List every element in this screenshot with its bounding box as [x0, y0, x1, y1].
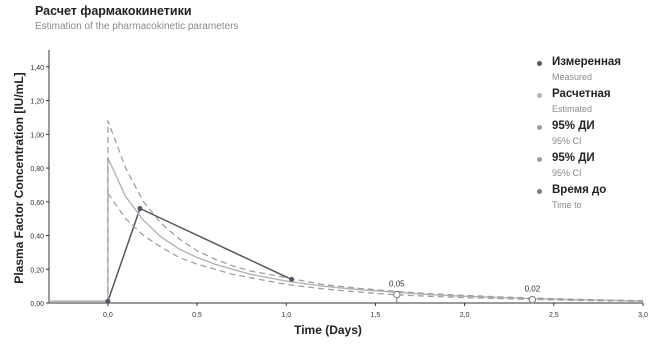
- y-tick-label: 0,80: [30, 166, 44, 173]
- x-tick-label: 2,0: [460, 312, 470, 319]
- x-tick-label: 2,5: [549, 312, 559, 319]
- x-tick-label: 3,0: [638, 312, 648, 319]
- legend-sublabel: Estimated: [552, 104, 593, 114]
- legend-item-estimated[interactable]: Расчетная Estimated: [537, 88, 649, 120]
- legend-item-ci-upper[interactable]: 95% ДИ 95% CI: [537, 120, 649, 152]
- x-tick-label: 0,0: [103, 312, 113, 319]
- y-tick-label: 0,20: [30, 267, 44, 274]
- legend-marker-estimated: [537, 93, 542, 98]
- measured-point: [137, 206, 143, 212]
- x-tick-label: 1,0: [281, 312, 291, 319]
- legend-label: Время до: [552, 184, 607, 196]
- time-to-point: [528, 295, 537, 304]
- legend-item-time-to[interactable]: Время до Time to: [537, 184, 649, 216]
- legend-sublabel: Measured: [552, 72, 593, 82]
- legend-label: 95% ДИ: [552, 152, 595, 164]
- legend-label: 95% ДИ: [552, 120, 595, 132]
- series-measured: [49, 207, 292, 303]
- legend-sublabel: 95% CI: [552, 168, 582, 178]
- legend-label: Измеренная: [552, 56, 622, 68]
- measured-point: [289, 276, 295, 282]
- legend-item-ci-lower[interactable]: 95% ДИ 95% CI: [537, 152, 649, 184]
- plot-area: 0,00 0,20 0,40 0,60 0,80 1,00 1,20 1,40 0,0 0,5 1,…: [30, 50, 648, 319]
- x-axis-label: Time (Days): [294, 323, 362, 337]
- legend-sublabel: 95% CI: [552, 136, 582, 146]
- measured-point: [105, 298, 111, 304]
- legend-sublabel: Time to: [552, 200, 582, 210]
- legend-marker-ci: [537, 157, 542, 162]
- legend-marker-time-to: [537, 189, 542, 194]
- series-ci-lower: [107, 193, 644, 302]
- y-axis-label: Plasma Factor Concentration [IU/mL]: [12, 72, 26, 283]
- legend-marker-measured: [537, 61, 542, 66]
- y-tick-label: 0,40: [30, 234, 44, 241]
- time-to-label: 0,02: [525, 285, 541, 294]
- y-tick-label: 0,60: [30, 200, 44, 207]
- time-to-label: 0,05: [389, 280, 405, 289]
- series-estimated: [49, 157, 644, 302]
- series-ci-upper: [107, 120, 644, 303]
- x-tick-label: 0,5: [192, 312, 202, 319]
- legend-item-measured[interactable]: Измеренная Measured: [537, 56, 649, 88]
- y-tick-label: 1,20: [30, 99, 44, 106]
- legend-marker-ci: [537, 125, 542, 130]
- time-to-point: [393, 290, 401, 299]
- y-tick-label: 1,00: [30, 132, 44, 139]
- y-tick-label: 1,40: [30, 65, 44, 72]
- y-tick-label: 0,00: [30, 301, 44, 308]
- chart-title: Расчет фармакокинетики: [35, 4, 192, 18]
- chart-subtitle: Estimation of the pharmacokinetic parame…: [35, 21, 239, 32]
- legend: Измеренная Measured Расчетная Estimated …: [537, 56, 649, 216]
- legend-label: Расчетная: [552, 88, 611, 100]
- x-tick-label: 1,5: [371, 312, 381, 319]
